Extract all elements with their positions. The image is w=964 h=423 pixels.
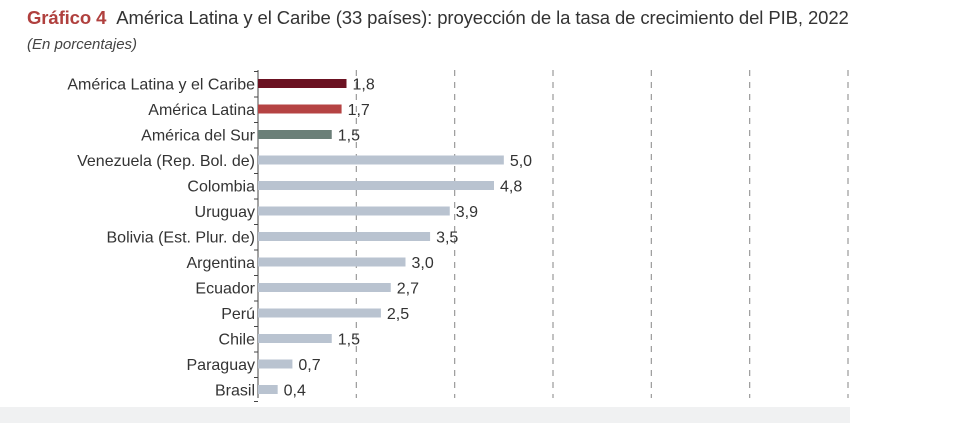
category-label: América del Sur xyxy=(141,128,255,145)
category-label: Uruguay xyxy=(195,204,255,221)
category-label: Venezuela (Rep. Bol. de) xyxy=(77,153,255,170)
value-label: 1,5 xyxy=(338,128,360,145)
bar xyxy=(258,334,332,343)
value-label: 1,5 xyxy=(338,332,360,349)
value-label: 5,0 xyxy=(510,153,532,170)
bar xyxy=(258,359,293,369)
value-label: 2,5 xyxy=(387,306,409,323)
value-label: 3,0 xyxy=(412,255,434,272)
category-label: Colombia xyxy=(187,179,255,196)
category-label: Perú xyxy=(221,306,255,323)
value-label: 3,9 xyxy=(456,204,478,221)
bar xyxy=(258,257,406,267)
chart-title-text: América Latina y el Caribe (33 países): … xyxy=(116,7,849,28)
bar xyxy=(258,232,431,241)
value-labels: 1,8 1,7 1,5 5,0 4,8 3,9 3,53,0 2,7 2,5 1,5 0,7 0,4 xyxy=(284,77,533,400)
category-label: Bolivia (Est. Plur. de) xyxy=(107,230,256,247)
value-label: 1,7 xyxy=(348,102,370,119)
gridlines xyxy=(355,70,849,398)
bar xyxy=(258,130,332,139)
bar xyxy=(258,181,494,190)
category-label: Paraguay xyxy=(187,357,256,374)
category-labels: América Latina y el Caribe América Latina… xyxy=(67,77,255,400)
bar xyxy=(258,104,342,114)
bars xyxy=(258,79,504,394)
bar xyxy=(258,308,381,318)
value-label: 1,8 xyxy=(353,77,375,94)
category-label: América Latina xyxy=(148,102,255,119)
category-label: América Latina y el Caribe xyxy=(67,77,255,94)
category-label: Ecuador xyxy=(195,281,255,298)
bar xyxy=(258,206,450,216)
bar xyxy=(258,385,278,394)
value-label: 2,7 xyxy=(397,281,419,298)
value-label: 3,5 xyxy=(436,230,458,247)
bar-chart: América Latina y el Caribe América Latina… xyxy=(67,70,849,402)
chart-number: Gráfico 4 xyxy=(27,7,107,28)
bottom-strip xyxy=(0,407,850,423)
value-label: 0,4 xyxy=(284,383,306,400)
category-label: Argentina xyxy=(187,255,256,272)
value-label: 0,7 xyxy=(298,357,320,374)
bar xyxy=(258,283,391,292)
chart-title: Gráfico 4 América Latina y el Caribe (33 … xyxy=(27,7,849,29)
chart-subtitle: (En porcentajes) xyxy=(27,36,138,53)
category-label: Brasil xyxy=(215,383,255,400)
bar xyxy=(258,155,504,165)
value-label: 4,8 xyxy=(500,179,522,196)
bar xyxy=(258,79,347,88)
category-label: Chile xyxy=(219,332,256,349)
